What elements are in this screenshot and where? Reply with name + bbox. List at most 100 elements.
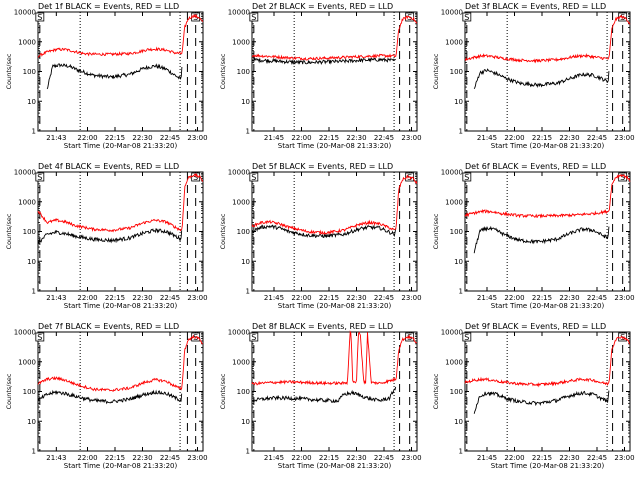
detector-panel-1: Det 1f BLACK = Events, RED = LLD 1 10 100 10…: [5, 2, 208, 150]
x-tick-label: 22:15: [532, 294, 552, 302]
y-tick-label: 10: [241, 418, 250, 426]
y-tick-label: 1: [459, 288, 463, 296]
x-tick-label: 22:00: [504, 454, 524, 462]
y-tick-label: 10: [454, 98, 463, 106]
y-tick-label: 100: [23, 228, 36, 236]
x-tick-label: 22:45: [587, 134, 607, 142]
x-tick-label: 22:00: [291, 454, 311, 462]
y-tick-label: 1000: [232, 38, 250, 46]
y-tick-label: 100: [450, 228, 463, 236]
y-tick-label: 1: [32, 448, 36, 456]
y-tick-label: 1: [32, 288, 36, 296]
x-axis-label: Start Time (20-Mar-08 21:33:20): [491, 142, 605, 150]
lld-series-line: [37, 172, 204, 233]
x-tick-label: 22:30: [559, 454, 579, 462]
y-tick-label: 1000: [232, 358, 250, 366]
x-tick-label: 23:00: [614, 134, 634, 142]
events-series-line: [37, 227, 183, 245]
x-tick-label: 22:00: [77, 134, 97, 142]
y-axis-label: Counts/sec: [5, 53, 13, 89]
plot-frame: [37, 171, 204, 292]
y-axis-label: Counts/sec: [5, 213, 13, 249]
y-tick-label: 100: [450, 68, 463, 76]
lld-series-line: [37, 13, 204, 58]
y-tick-label: 10000: [14, 9, 36, 17]
x-tick-label: 23:00: [614, 454, 634, 462]
y-tick-label: 10: [27, 258, 36, 266]
y-tick-label: 1000: [445, 358, 463, 366]
y-tick-label: 100: [450, 388, 463, 396]
x-axis-label: Start Time (20-Mar-08 21:33:20): [491, 302, 605, 310]
x-tick-label: 22:00: [504, 134, 524, 142]
marker-label: S: [464, 173, 469, 182]
x-tick-label: 22:45: [587, 294, 607, 302]
panel-title: Det 7f BLACK = Events, RED = LLD: [38, 322, 179, 331]
x-tick-label: 22:15: [532, 134, 552, 142]
x-tick-label: 22:00: [291, 134, 311, 142]
x-tick-label: 22:15: [105, 134, 125, 142]
x-tick-label: 21:45: [477, 294, 497, 302]
lld-series-line: [464, 335, 631, 388]
y-axis-label: Counts/sec: [432, 373, 440, 409]
y-tick-label: 100: [23, 388, 36, 396]
marker-label: S: [464, 13, 469, 22]
panel-title: Det 9f BLACK = Events, RED = LLD: [465, 322, 606, 331]
x-axis-label: Start Time (20-Mar-08 21:33:20): [491, 462, 605, 470]
x-tick-label: 22:15: [319, 134, 339, 142]
x-tick-label: 21:43: [46, 294, 66, 302]
marker-label: S: [37, 13, 42, 22]
marker-label: S: [193, 173, 198, 182]
events-series-line: [46, 63, 183, 90]
panel-title: Det 1f BLACK = Events, RED = LLD: [38, 2, 179, 11]
marker-label-box: [249, 172, 259, 182]
y-axis-label: Counts/sec: [5, 373, 13, 409]
x-tick-label: 22:30: [132, 134, 152, 142]
y-axis-label: Counts/sec: [432, 213, 440, 249]
x-axis-label: Start Time (20-Mar-08 21:33:20): [278, 462, 392, 470]
y-tick-label: 10000: [441, 329, 463, 337]
marker-label-box: [462, 172, 472, 182]
lld-series-line: [251, 15, 418, 61]
x-tick-label: 23:00: [401, 454, 421, 462]
x-tick-label: 23:00: [187, 134, 207, 142]
y-tick-label: 10: [27, 418, 36, 426]
y-tick-label: 10: [454, 418, 463, 426]
events-series-line: [473, 225, 610, 254]
x-tick-label: 22:45: [160, 454, 180, 462]
x-tick-label: 22:30: [346, 294, 366, 302]
y-tick-label: 100: [237, 228, 250, 236]
x-tick-label: 21:45: [477, 134, 497, 142]
events-series-line: [251, 56, 396, 66]
x-tick-label: 22:30: [132, 294, 152, 302]
y-tick-label: 10: [454, 258, 463, 266]
detector-panel-3: Det 3f BLACK = Events, RED = LLD 1 10 100 10…: [432, 2, 635, 150]
y-tick-label: 100: [23, 68, 36, 76]
y-axis-label: Counts/sec: [432, 53, 440, 89]
plot-frame: [251, 331, 418, 452]
x-tick-label: 22:00: [291, 294, 311, 302]
plot-frame: [464, 171, 631, 292]
x-tick-label: 22:15: [105, 294, 125, 302]
events-series-line: [251, 386, 397, 404]
y-tick-label: 10000: [441, 9, 463, 17]
x-axis-label: Start Time (20-Mar-08 21:33:20): [278, 302, 392, 310]
marker-label-box: [35, 332, 45, 342]
y-tick-label: 10000: [441, 169, 463, 177]
detector-panel-7: Det 7f BLACK = Events, RED = LLD 1 10 100 10…: [5, 322, 208, 470]
lld-series-line: [464, 173, 631, 219]
y-tick-label: 10000: [228, 169, 250, 177]
y-tick-label: 10000: [14, 329, 36, 337]
x-tick-label: 23:00: [401, 134, 421, 142]
marker-label: S: [37, 173, 42, 182]
detector-panel-9: Det 9f BLACK = Events, RED = LLD 1 10 100 10…: [432, 322, 635, 470]
x-tick-label: 21:45: [264, 454, 284, 462]
panel-title: Det 6f BLACK = Events, RED = LLD: [465, 162, 606, 171]
detector-panel-5: Det 5f BLACK = Events, RED = LLD 1 10 100 10…: [219, 162, 422, 310]
x-axis-label: Start Time (20-Mar-08 21:33:20): [64, 142, 178, 150]
x-tick-label: 21:43: [46, 454, 66, 462]
panel-title: Det 4f BLACK = Events, RED = LLD: [38, 162, 179, 171]
x-tick-label: 22:15: [319, 454, 339, 462]
plot-frame: [464, 331, 631, 452]
y-tick-label: 1000: [232, 198, 250, 206]
plot-frame: [37, 11, 204, 132]
